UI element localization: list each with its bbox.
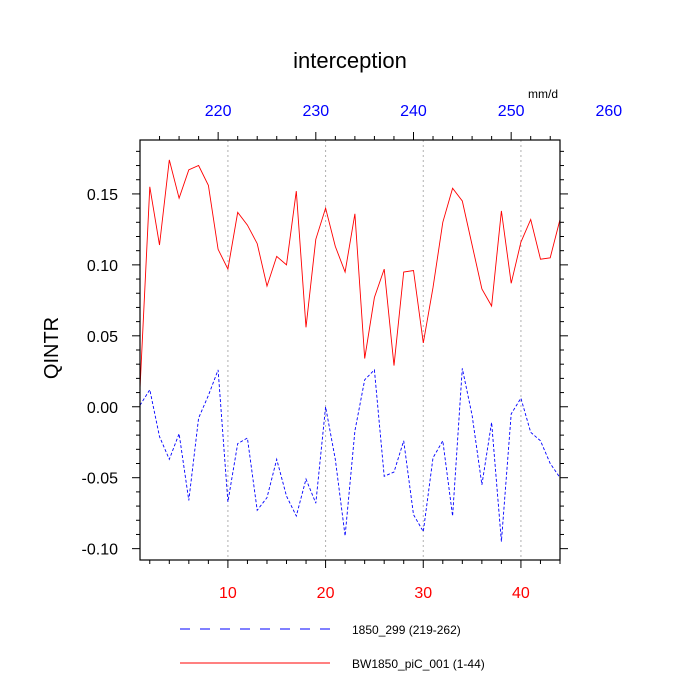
top-tick-label: 230 — [302, 103, 329, 120]
y-tick-label: -0.05 — [82, 471, 119, 488]
x-tick-label: 10 — [219, 585, 237, 602]
x-tick-label: 40 — [512, 585, 530, 602]
series-line-2 — [139, 368, 561, 542]
y-axis-label: QINTR — [41, 317, 63, 379]
y-tick-label: 0.15 — [87, 187, 118, 204]
series-line-1 — [139, 159, 561, 389]
legend: 1850_299 (219-262) BW1850_piC_001 (1-44) — [180, 623, 485, 671]
y-tick-label: 0.00 — [87, 400, 118, 417]
top-axis-units: mm/d — [528, 87, 558, 101]
top-tick-label: 250 — [498, 103, 525, 120]
top-tick-label: 260 — [595, 103, 622, 120]
y-tick-label: 0.10 — [87, 258, 118, 275]
x-tick-label: 30 — [414, 585, 432, 602]
top-tick-label: 220 — [205, 103, 232, 120]
chart-title: interception — [293, 48, 407, 73]
y-tick-label: -0.10 — [82, 542, 119, 559]
plot-frame — [139, 139, 561, 561]
legend-label-1: 1850_299 (219-262) — [352, 623, 461, 637]
y-tick-label: 0.05 — [87, 329, 118, 346]
legend-label-2: BW1850_piC_001 (1-44) — [352, 657, 485, 671]
series-layer — [139, 159, 561, 542]
axes: 10 20 30 40 220 230 240 250 260 0.15 0.10 0.05 0.00 -… — [82, 103, 623, 602]
x-tick-label: 20 — [317, 585, 335, 602]
top-tick-label: 240 — [400, 103, 427, 120]
gridlines — [227, 140, 522, 560]
